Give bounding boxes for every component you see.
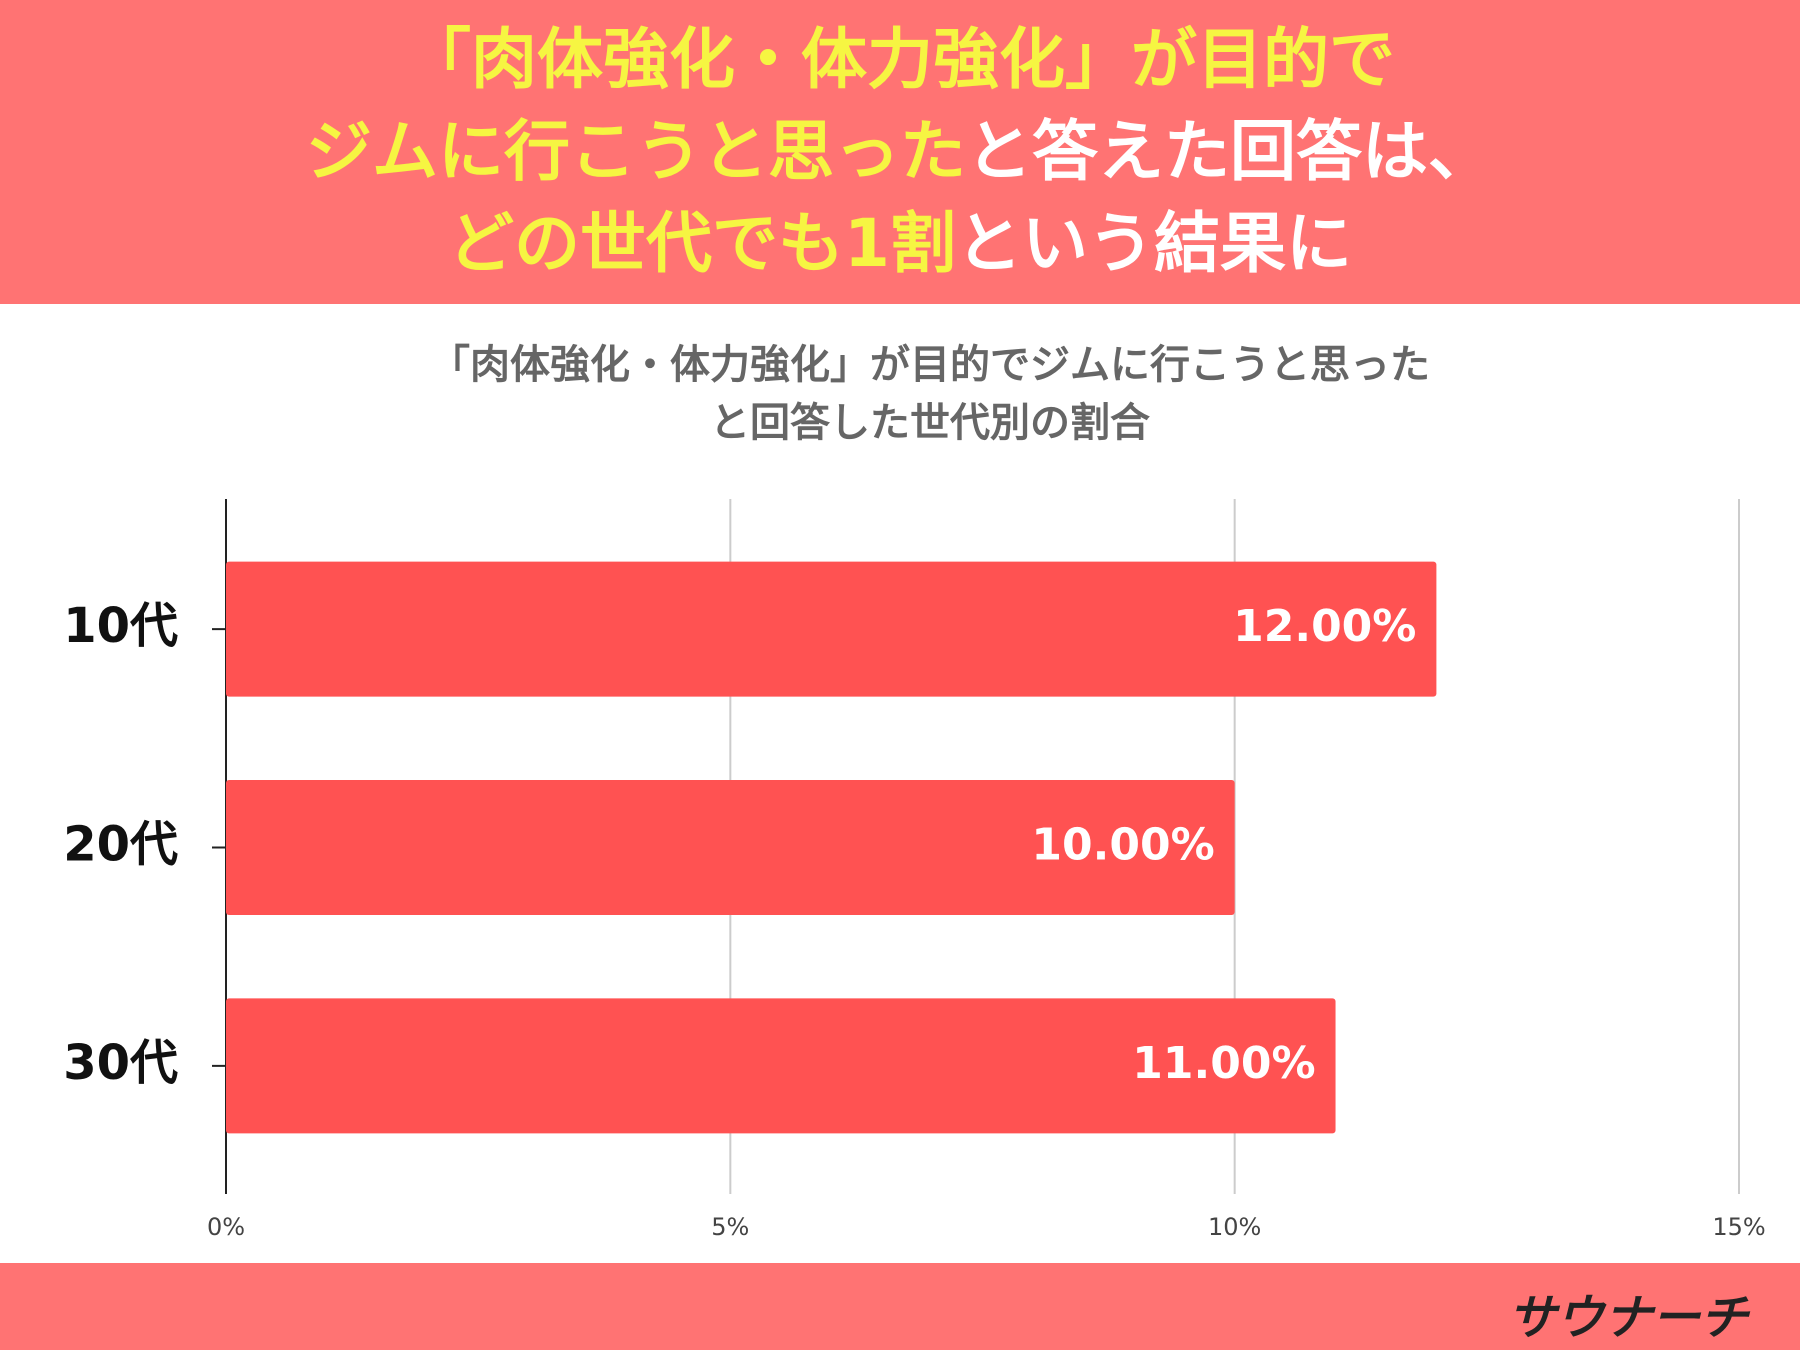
x-tick-label: 5% (711, 1213, 749, 1241)
bar (226, 780, 1235, 915)
header-text: どの世代でも1割 (448, 205, 956, 282)
header-line: どの世代でも1割という結果に (448, 198, 1352, 290)
x-tick-label: 15% (1712, 1213, 1765, 1241)
header-line: 「肉体強化・体力強化」が目的で (405, 14, 1395, 106)
chart-title: 「肉体強化・体力強化」が目的でジムに行こうと思った (430, 342, 1430, 388)
data-label: 12.00% (1233, 601, 1416, 652)
header-text: 「肉体強化・体力強化」が目的で (405, 21, 1395, 98)
data-label: 11.00% (1132, 1038, 1315, 1089)
header-text: と答えた回答は、 (966, 113, 1494, 190)
bar (226, 998, 1336, 1134)
footer (0, 1263, 1800, 1350)
header-text: という結果に (955, 205, 1352, 282)
data-label: 10.00% (1031, 820, 1214, 871)
header-line: ジムに行こうと思ったと答えた回答は、 (306, 106, 1494, 198)
x-tick-label: 0% (207, 1213, 245, 1241)
y-tick-label: 20代 (63, 817, 178, 873)
header-text: ジムに行こうと思った (306, 113, 966, 190)
y-tick-label: 30代 (63, 1035, 178, 1091)
bar (226, 561, 1437, 697)
logo: サウナーチ (1507, 1290, 1748, 1346)
chart-title: と回答した世代別の割合 (710, 400, 1150, 446)
y-tick-label: 10代 (63, 598, 178, 654)
x-tick-label: 10% (1208, 1213, 1261, 1241)
header: 「肉体強化・体力強化」が目的で ジムに行こうと思ったと答えた回答は、 どの世代でも1… (0, 0, 1800, 304)
